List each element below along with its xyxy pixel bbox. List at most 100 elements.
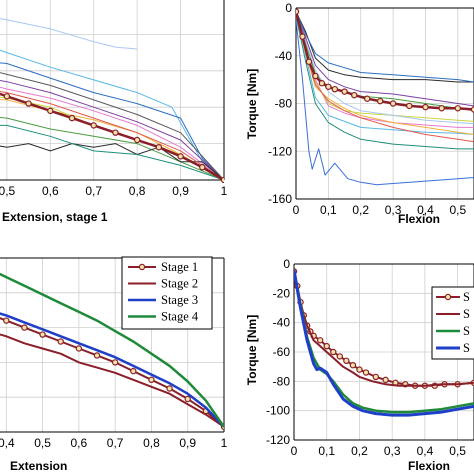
y-tick-label: -60	[273, 345, 291, 359]
series-line-9	[296, 16, 474, 150]
series-marker	[330, 348, 337, 356]
x-axis-label-tl: Extension, stage 1	[2, 210, 108, 224]
series-marker	[372, 373, 380, 381]
x-ticks-br: 0 0,1 0,2 0,3 0,4 0,5	[291, 444, 467, 458]
series-marker	[382, 376, 389, 384]
x-tick-label: 0,9	[172, 184, 189, 198]
series-clip	[0, 272, 224, 430]
series-marker	[336, 353, 344, 360]
y-tick-label: -40	[273, 316, 291, 330]
series-clip	[296, 8, 474, 186]
series-marker	[177, 153, 184, 160]
y-tick-label: -120	[268, 144, 292, 158]
x-tick-label: 0,5	[0, 184, 16, 198]
series-marker	[75, 345, 83, 352]
legend-bl: Stage 1 Stage 2 Stage 3 Stage 4	[121, 256, 213, 330]
series-marker	[351, 91, 358, 99]
series-line-1	[296, 19, 474, 186]
y-tick-label: -120	[266, 433, 290, 447]
series-line-6	[0, 117, 224, 181]
grid-tl	[0, 0, 225, 181]
series-marker	[422, 103, 429, 111]
series-marker	[133, 136, 141, 144]
series-line-4	[0, 86, 224, 181]
series-line-4	[294, 269, 474, 417]
legend-label: Stage 4	[161, 310, 199, 324]
series-marker	[68, 114, 76, 122]
series-line-10	[296, 13, 474, 122]
series-line-3	[296, 12, 474, 128]
series-group-br	[294, 268, 474, 417]
series-group-bl	[0, 272, 224, 430]
x-ticks-tl: 0,40,50,60,70,80,91	[0, 184, 228, 198]
y-tick-label: -20	[273, 286, 291, 300]
x-tick-label: 0,8	[143, 436, 160, 450]
x-tick-label: 0,6	[71, 436, 88, 450]
x-tick-label: 0,9	[179, 436, 196, 450]
x-tick-label: 0,3	[384, 444, 401, 458]
series-line-3	[0, 62, 224, 181]
series-marker	[25, 100, 32, 107]
series-marker	[406, 102, 413, 110]
series-line-4	[296, 11, 474, 83]
legend-marker	[444, 293, 452, 301]
x-tick-label: 0,5	[34, 436, 51, 450]
series-marker	[316, 337, 324, 344]
series-marker	[39, 331, 46, 338]
x-tick-label: 0,8	[129, 184, 146, 198]
series-line-2	[0, 333, 224, 428]
x-axis-label-tr: Flexion	[398, 212, 440, 226]
series-line-3	[0, 312, 224, 428]
legend-label: Stage 2	[161, 277, 198, 291]
series-marker	[199, 164, 206, 171]
y-tick-label: -100	[266, 404, 290, 418]
series-marker	[323, 342, 330, 350]
series-marker	[112, 129, 119, 136]
legend-label: S	[463, 341, 470, 355]
y-tick-label: 0	[285, 1, 292, 15]
y-ticks-br: 0 -20 -40 -60 -80 -100 -120	[266, 257, 290, 447]
y-tick-label: -80	[275, 97, 293, 111]
series-marker	[364, 95, 371, 102]
x-tick-label: 1	[221, 436, 228, 450]
panel-top-right: 0 0,1 0,2 0,3 0,4 0,5 0 -40 -80 -120 -160 Torque …	[245, 1, 474, 226]
panel-bottom-right: 0 0,1 0,2 0,3 0,4 0,5 0 -20 -40 -60 -80 -100 -120 T…	[245, 257, 474, 473]
series-clip	[294, 268, 474, 417]
plot-area-tl	[0, 0, 224, 180]
x-tick-label: 0,7	[85, 184, 102, 198]
series-line-11	[296, 12, 474, 125]
x-tick-label: 0,5	[449, 203, 466, 217]
series-group-tl	[0, 18, 224, 183]
series-marker	[362, 369, 370, 376]
series-marker	[148, 376, 155, 383]
series-line-1	[0, 18, 138, 50]
y-tick-label: -80	[273, 374, 291, 388]
y-axis-label-tr: Torque [Nm]	[245, 69, 259, 139]
x-tick-label: 0,6	[42, 184, 59, 198]
x-tick-label: 0,2	[352, 203, 369, 217]
x-tick-label: 0,1	[318, 444, 335, 458]
series-marker	[166, 385, 173, 392]
series-group-tr	[296, 8, 474, 186]
y-ticks-tr: 0 -40 -80 -120 -160	[268, 1, 292, 206]
x-tick-label: 0	[291, 444, 298, 458]
series-marker	[312, 72, 319, 80]
legend-label: S	[463, 290, 470, 304]
series-marker	[356, 366, 363, 373]
series-marker	[296, 8, 300, 15]
legend-label: Stage 3	[161, 293, 198, 307]
series-marker	[3, 93, 11, 100]
series-line-2	[294, 275, 474, 387]
series-marker	[155, 144, 163, 151]
series-marker	[299, 33, 306, 40]
series-marker	[184, 395, 191, 403]
series-marker	[318, 80, 326, 87]
series-line-12	[0, 72, 224, 181]
series-marker	[90, 122, 97, 129]
x-axis-label-bl: Extension	[10, 459, 67, 473]
legend-label: S	[463, 307, 470, 321]
x-tick-label: 0	[293, 203, 300, 217]
series-line-11	[0, 90, 224, 181]
